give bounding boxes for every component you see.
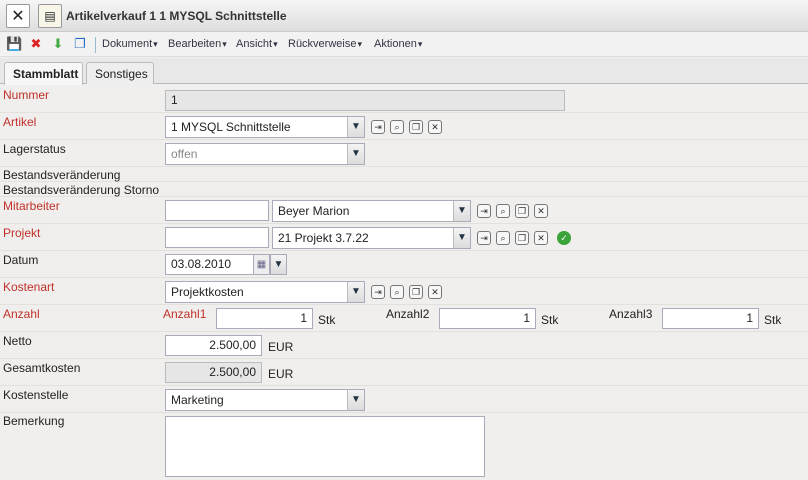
menu-rueckverweise[interactable]: Rückverweise — [288, 38, 362, 50]
label-anzahl1: Anzahl1 — [163, 307, 207, 321]
menu-aktionen[interactable]: Aktionen — [374, 38, 422, 50]
search-icon[interactable]: ⌕ — [390, 120, 404, 134]
projekt-code-input[interactable] — [165, 227, 269, 248]
open-icon[interactable]: ⇥ — [477, 204, 491, 218]
projekt-select[interactable]: 21 Projekt 3.7.22 ▼ — [272, 227, 471, 249]
clear-icon[interactable]: ✕ — [428, 120, 442, 134]
clear-icon[interactable]: ✕ — [428, 285, 442, 299]
lagerstatus-value: offen — [171, 147, 198, 161]
row-mitarbeiter — [0, 197, 808, 224]
export-icon[interactable]: ⬇ — [52, 36, 64, 51]
label-nummer: Nummer — [3, 88, 50, 102]
search-icon[interactable]: ⌕ — [496, 231, 510, 245]
toolbar-divider — [95, 37, 96, 53]
row-kostenstelle — [0, 386, 808, 413]
gesamtkosten-unit: EUR — [268, 367, 294, 381]
nummer-field[interactable]: 1 — [165, 90, 565, 111]
lagerstatus-select[interactable]: offen ▼ — [165, 143, 365, 165]
mitarbeiter-code-input[interactable] — [165, 200, 269, 221]
anzahl2-unit: Stk — [541, 313, 559, 327]
search-icon[interactable]: ⌕ — [496, 204, 510, 218]
bemerkung-textarea[interactable] — [165, 416, 485, 477]
label-mitarbeiter: Mitarbeiter — [3, 199, 60, 213]
chevron-down-icon[interactable]: ▼ — [347, 390, 364, 410]
chevron-down-icon[interactable]: ▼ — [453, 228, 470, 248]
tab-stammblatt[interactable]: Stammblatt — [4, 62, 83, 85]
row-gesamtkosten — [0, 359, 808, 386]
clear-icon[interactable]: ✕ — [534, 231, 548, 245]
open-icon[interactable]: ⇥ — [477, 231, 491, 245]
label-bestand-storno: Bestandsveränderung Storno — [3, 183, 160, 197]
row-netto — [0, 332, 808, 359]
check-icon: ✓ — [557, 231, 571, 245]
anzahl1-unit: Stk — [318, 313, 336, 327]
mitarbeiter-select[interactable]: Beyer Marion ▼ — [272, 200, 471, 222]
row-kostenart — [0, 278, 808, 305]
close-icon[interactable]: ✕ — [6, 4, 30, 28]
tab-sonstiges[interactable]: Sonstiges — [86, 62, 154, 84]
row-bestand — [0, 167, 808, 182]
label-anzahl: Anzahl — [3, 307, 40, 321]
label-gesamtkosten: Gesamtkosten — [3, 361, 81, 375]
anzahl2-input[interactable]: 1 — [439, 308, 536, 329]
copy-icon[interactable]: ❐ — [409, 285, 423, 299]
calendar-icon[interactable]: ▦ — [253, 254, 270, 275]
menu-dokument[interactable]: Dokument — [102, 38, 158, 50]
label-datum: Datum — [3, 253, 39, 267]
label-bemerkung: Bemerkung — [3, 414, 65, 428]
kostenart-value: Projektkosten — [171, 285, 244, 299]
row-artikel — [0, 113, 808, 140]
delete-icon[interactable]: ✖ — [30, 36, 42, 51]
label-lagerstatus: Lagerstatus — [3, 142, 66, 156]
document-icon: ▤ — [38, 4, 62, 28]
kostenstelle-select[interactable]: Marketing ▼ — [165, 389, 365, 411]
anzahl3-input[interactable]: 1 — [662, 308, 759, 329]
row-projekt — [0, 224, 808, 251]
anzahl3-unit: Stk — [764, 313, 782, 327]
copy-icon[interactable]: ❐ — [74, 36, 86, 51]
chevron-down-icon[interactable]: ▼ — [347, 117, 364, 137]
chevron-down-icon[interactable]: ▼ — [270, 254, 287, 275]
label-kostenart: Kostenart — [3, 280, 55, 294]
label-kostenstelle: Kostenstelle — [3, 388, 69, 402]
chevron-down-icon[interactable]: ▼ — [347, 282, 364, 302]
label-bestand: Bestandsveränderung — [3, 168, 121, 182]
copy-icon[interactable]: ❐ — [515, 231, 529, 245]
label-netto: Netto — [3, 334, 32, 348]
label-anzahl3: Anzahl3 — [609, 307, 653, 321]
artikel-select[interactable]: 1 MYSQL Schnittstelle ▼ — [165, 116, 365, 138]
chevron-down-icon[interactable]: ▼ — [347, 144, 364, 164]
row-nummer — [0, 84, 808, 113]
kostenart-select[interactable]: Projektkosten ▼ — [165, 281, 365, 303]
title-bar — [0, 0, 808, 32]
label-anzahl2: Anzahl2 — [386, 307, 430, 321]
chevron-down-icon[interactable]: ▼ — [453, 201, 470, 221]
label-projekt: Projekt — [3, 226, 41, 240]
row-anzahl — [0, 305, 808, 332]
label-artikel: Artikel — [3, 115, 37, 129]
artikel-value: 1 MYSQL Schnittstelle — [171, 120, 291, 134]
netto-input[interactable]: 2.500,00 — [165, 335, 262, 356]
clear-icon[interactable]: ✕ — [534, 204, 548, 218]
save-icon[interactable]: 💾 — [6, 36, 23, 51]
copy-icon[interactable]: ❐ — [409, 120, 423, 134]
row-bestand-storno — [0, 182, 808, 197]
menu-ansicht[interactable]: Ansicht — [236, 38, 278, 50]
kostenstelle-value: Marketing — [171, 393, 224, 407]
row-lagerstatus — [0, 140, 808, 167]
row-datum — [0, 251, 808, 278]
search-icon[interactable]: ⌕ — [390, 285, 404, 299]
copy-icon[interactable]: ❐ — [515, 204, 529, 218]
window-title: Artikelverkauf 1 1 MYSQL Schnittstelle — [66, 9, 287, 23]
gesamtkosten-field: 2.500,00 — [165, 362, 262, 383]
datum-input[interactable]: 03.08.2010 — [165, 254, 254, 275]
anzahl1-input[interactable]: 1 — [216, 308, 313, 329]
projekt-value: 21 Projekt 3.7.22 — [278, 231, 369, 245]
mitarbeiter-value: Beyer Marion — [278, 204, 350, 218]
menu-bearbeiten[interactable]: Bearbeiten — [168, 38, 227, 50]
open-icon[interactable]: ⇥ — [371, 120, 385, 134]
netto-unit: EUR — [268, 340, 294, 354]
open-icon[interactable]: ⇥ — [371, 285, 385, 299]
